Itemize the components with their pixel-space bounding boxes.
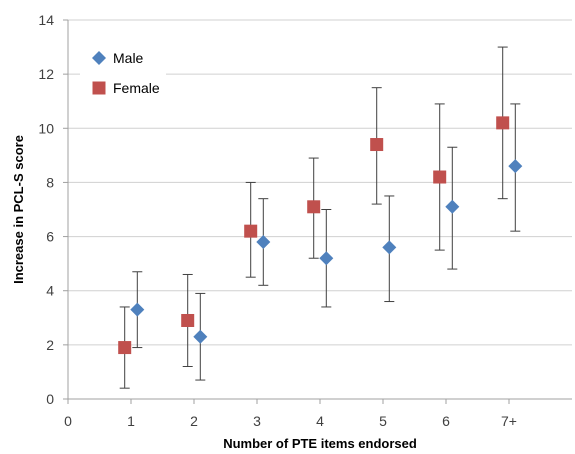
- data-point-male: [193, 329, 208, 344]
- legend-marker-female: [92, 81, 106, 95]
- data-point-male: [256, 234, 271, 249]
- y-tick-label: 12: [38, 66, 54, 82]
- data-point-female: [370, 138, 384, 152]
- data-point-male: [508, 159, 523, 174]
- y-tick-label: 4: [46, 283, 54, 299]
- data-point-female: [307, 200, 321, 214]
- data-point-male: [445, 199, 460, 214]
- x-tick-label: 0: [64, 413, 72, 429]
- data-point-male: [130, 302, 145, 317]
- legend-label-female: Female: [113, 80, 160, 96]
- x-tick-label: 5: [379, 413, 387, 429]
- data-point-female: [118, 341, 132, 355]
- x-tick-label: 6: [442, 413, 450, 429]
- x-tick-label: 4: [316, 413, 324, 429]
- x-tick-label: 3: [253, 413, 261, 429]
- data-point-female: [433, 170, 447, 184]
- x-axis-title: Number of PTE items endorsed: [223, 436, 417, 451]
- y-tick-label: 6: [46, 229, 54, 245]
- x-tick-label: 1: [127, 413, 135, 429]
- data-point-male: [382, 240, 397, 255]
- data-point-female: [496, 116, 510, 130]
- data-point-female: [244, 224, 258, 238]
- data-point-male: [319, 251, 334, 266]
- y-tick-label: 0: [46, 391, 54, 407]
- y-tick-label: 8: [46, 174, 54, 190]
- y-tick-label: 2: [46, 337, 54, 353]
- legend-label-male: Male: [113, 50, 144, 66]
- y-axis-title: Increase in PCL-S score: [11, 135, 26, 284]
- x-tick-label: 7+: [501, 413, 517, 429]
- data-point-female: [181, 313, 195, 327]
- y-tick-label: 14: [38, 12, 54, 28]
- legend-marker-male: [92, 51, 106, 65]
- x-tick-label: 2: [190, 413, 198, 429]
- y-tick-label: 10: [38, 120, 54, 136]
